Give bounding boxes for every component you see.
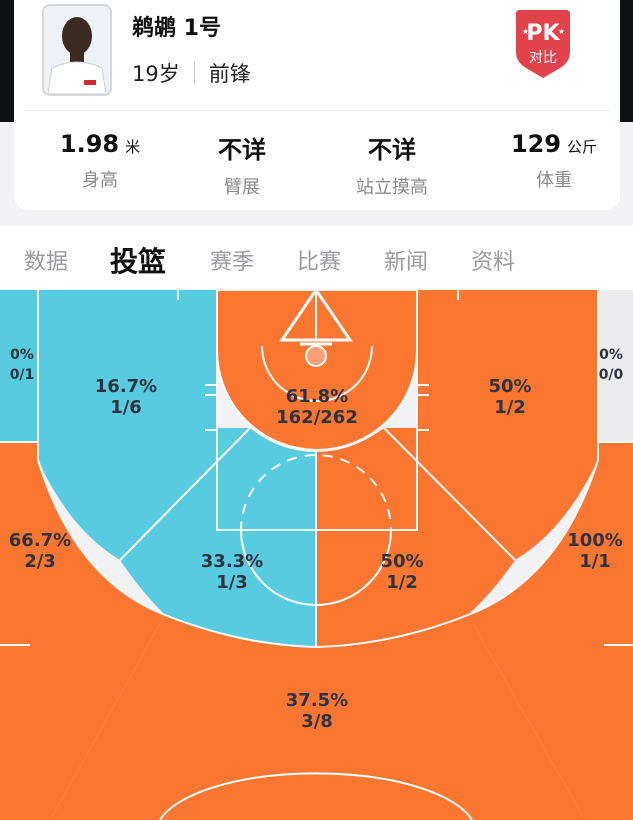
zone-made: 1/6 <box>110 397 142 418</box>
zone-pct: 0% <box>599 347 623 363</box>
zone-made: 0/1 <box>10 367 35 383</box>
zone-top3[interactable] <box>50 615 585 820</box>
stat-value: 1.98 <box>59 130 120 158</box>
card-divider <box>24 110 610 111</box>
player-avatar[interactable] <box>42 4 112 96</box>
zone-right-mid[interactable] <box>384 290 598 560</box>
profile-card: 鹈鹕 1号 19岁 前锋 PK 对比 ★ ★ <box>14 0 620 210</box>
player-age: 19岁 <box>132 62 180 86</box>
zone-made: 1/2 <box>494 397 526 418</box>
stat-value: 不详 <box>368 136 416 164</box>
zone-pct: 0% <box>10 347 34 363</box>
tab-shooting[interactable]: 投篮 <box>110 245 167 278</box>
zone-left-elbow[interactable] <box>120 428 316 647</box>
stat-standing-reach: 不详 站立摸高 <box>322 130 462 199</box>
stat-value: 不详 <box>218 136 266 164</box>
player-name: 鹈鹕 1号 <box>132 16 221 41</box>
zone-right-wing3[interactable] <box>468 442 633 820</box>
stat-value: 129 <box>510 130 562 158</box>
zone-left-mid[interactable] <box>38 290 250 560</box>
zone-pct: 50% <box>488 376 531 397</box>
zone-made: 1/1 <box>579 551 611 572</box>
zone-made: 162/262 <box>276 407 358 428</box>
pk-badge-shield <box>516 10 570 78</box>
tab-season[interactable]: 赛季 <box>210 250 255 275</box>
stat-height: 1.98 米 身高 <box>30 130 170 192</box>
zone-made: 1/3 <box>216 572 248 593</box>
zone-made: 3/8 <box>301 711 333 732</box>
star-icon: ★ <box>558 27 565 36</box>
tab-profile[interactable]: 资料 <box>471 250 516 275</box>
stat-wingspan: 不详 臂展 <box>172 130 312 199</box>
zone-made: 1/2 <box>386 572 418 593</box>
zone-pct: 37.5% <box>286 690 348 711</box>
basket <box>279 290 353 367</box>
rim-icon <box>305 345 327 367</box>
stat-unit: 米 <box>125 138 141 156</box>
shot-chart: 0% 0/1 0% 0/0 16.7% 1/6 61.8% 162/262 50… <box>0 290 633 820</box>
zone-paint[interactable] <box>217 290 417 450</box>
zone-pct: 100% <box>567 530 623 551</box>
stat-unit: 公斤 <box>567 138 598 156</box>
tab-games[interactable]: 比赛 <box>297 250 342 275</box>
zone-right-elbow[interactable] <box>316 428 515 647</box>
player-position: 前锋 <box>208 62 251 86</box>
court-lines <box>0 290 633 820</box>
player-meta: 19岁 前锋 <box>132 58 251 88</box>
stat-label: 体重 <box>536 170 572 191</box>
star-icon: ★ <box>522 27 529 36</box>
pk-badge-top: PK <box>526 21 560 46</box>
zone-pct: 61.8% <box>286 386 348 407</box>
zone-made: 0/0 <box>599 367 624 383</box>
tab-data[interactable]: 数据 <box>24 250 69 275</box>
stat-label: 臂展 <box>224 177 260 198</box>
stat-weight: 129 公斤 体重 <box>484 130 624 192</box>
zone-pct: 16.7% <box>95 376 157 397</box>
meta-separator <box>193 62 195 84</box>
zone-left-wing3[interactable] <box>0 442 165 820</box>
tab-news[interactable]: 新闻 <box>384 250 429 275</box>
zone-pct: 50% <box>380 551 423 572</box>
zone-right-corner3[interactable] <box>598 290 633 442</box>
tab-bar: 数据 投篮 赛季 比赛 新闻 资料 <box>0 226 633 290</box>
pk-badge-bottom: 对比 <box>529 50 557 66</box>
pk-compare-button[interactable]: PK 对比 ★ ★ <box>502 6 584 82</box>
zone-made: 2/3 <box>24 551 56 572</box>
stat-label: 站立摸高 <box>356 177 428 198</box>
zone-pct: 33.3% <box>201 551 263 572</box>
stat-label: 身高 <box>82 170 118 191</box>
zone-left-corner3[interactable] <box>0 290 38 442</box>
zone-pct: 66.7% <box>9 530 71 551</box>
